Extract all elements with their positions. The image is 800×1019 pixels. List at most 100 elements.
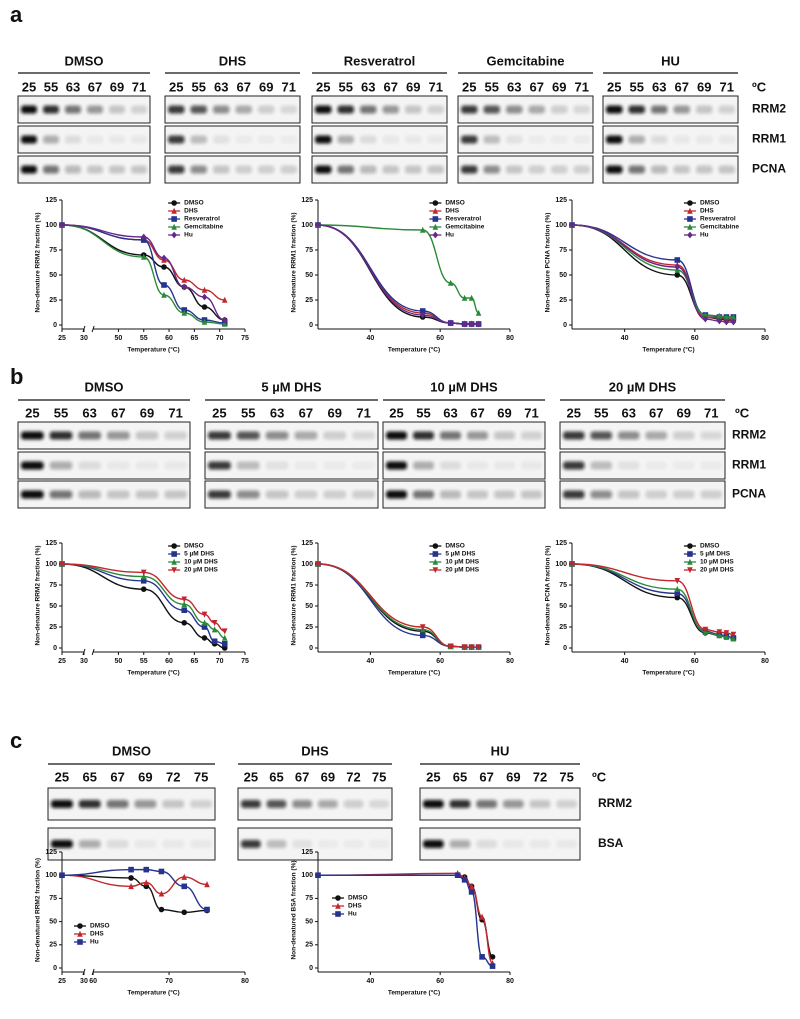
data-point [140,253,147,260]
x-axis-label: Temperature (°C) [127,669,179,677]
blot-band [236,431,260,440]
temperature-label: 63 [214,79,228,94]
blot-band [315,105,332,114]
temperature-label: 69 [140,405,154,420]
blot-band [369,840,389,848]
x-tick-label: 30 [80,658,88,665]
blot-band [628,105,645,114]
x-axis-label: Temperature (°C) [388,669,440,677]
blot-band [51,800,73,808]
y-tick-label: 75 [559,247,567,254]
temperature-label: 71 [356,405,370,420]
blot-band [190,135,207,144]
x-tick-label: 70 [216,658,224,665]
y-axis-label: Non-denatured RRM2 fraction (%) [35,858,42,962]
x-tick-label: 70 [216,335,224,342]
data-point [211,638,218,645]
legend-marker [335,911,341,917]
blot-band [700,490,722,499]
data-point [315,872,321,878]
y-tick-label: 75 [49,247,57,254]
x-tick-label: 60 [436,658,444,665]
data-point [201,635,208,641]
temperature-label: 55 [241,405,255,420]
temperature-label: 72 [533,769,547,784]
y-tick-label: 125 [301,197,313,204]
blot-frame [457,155,594,184]
blot-band [606,135,623,144]
data-point [674,578,681,585]
blot-band [190,165,207,174]
blot-band [49,431,73,440]
blot-band [521,461,542,470]
temperature-label: 25 [316,79,330,94]
blot-band [494,461,515,470]
temperature-label: 67 [479,769,493,784]
blot-frame [419,787,581,821]
temperature-label: 69 [321,769,335,784]
temperature-label: 65 [83,769,97,784]
y-axis-label: Non-denature RRM2 fraction (%) [35,545,42,645]
blot-band [718,105,735,114]
legend-label: DMSO [445,200,465,207]
data-point [140,586,147,592]
data-point [702,311,709,318]
data-point [716,317,723,325]
blot-band [294,431,318,440]
data-point [201,304,208,310]
legend-label: DHS [90,931,104,938]
blot-band [168,135,185,144]
data-point [702,315,709,323]
temperature-label: 69 [138,769,152,784]
x-axis-label: Temperature (°C) [642,669,694,677]
y-tick-label: 100 [45,561,57,568]
blot-band [718,135,735,144]
data-point [730,631,737,638]
blot-band [506,135,523,144]
blot-band [494,431,515,440]
legend-marker [432,200,439,206]
data-point [419,624,426,631]
x-tick-label: 65 [190,658,198,665]
blot-frame [311,95,448,124]
legend-marker [77,930,83,937]
blot-band [162,840,185,848]
data-point [140,233,147,241]
blot-band [162,800,185,808]
blot-band [405,135,422,144]
blot-band [168,105,185,114]
temperature-label: 67 [470,405,484,420]
blot-band [280,105,297,114]
blot-band [673,431,695,440]
axis-break [91,648,95,656]
blot-band [294,490,318,499]
x-tick-label: 40 [621,658,629,665]
legend-marker [335,895,341,901]
data-point [181,596,188,603]
legend-label: 20 µM DHS [184,567,218,574]
blot-band [164,490,187,499]
blot-band [386,431,407,440]
temperature-label: 63 [361,79,375,94]
group-label: 10 µM DHS [430,379,498,394]
y-tick-label: 75 [305,582,313,589]
blot-frame [17,95,151,124]
blot-band [360,105,377,114]
temperature-label: 55 [416,405,430,420]
blot-band [494,490,515,499]
y-tick-label: 25 [49,297,57,304]
blot-band [258,135,275,144]
blot-band [476,840,497,848]
legend-label: 5 µM DHS [445,551,476,558]
fit-line [318,874,493,967]
y-tick-label: 125 [555,540,567,547]
blot-band [213,135,230,144]
legend-marker [171,223,177,230]
temperature-label: 25 [389,405,403,420]
legend-marker [432,207,439,214]
blot-frame [602,95,739,124]
legend-marker [432,543,439,549]
fit-line [317,872,494,965]
data-point [730,318,737,326]
y-tick-label: 0 [309,322,313,329]
